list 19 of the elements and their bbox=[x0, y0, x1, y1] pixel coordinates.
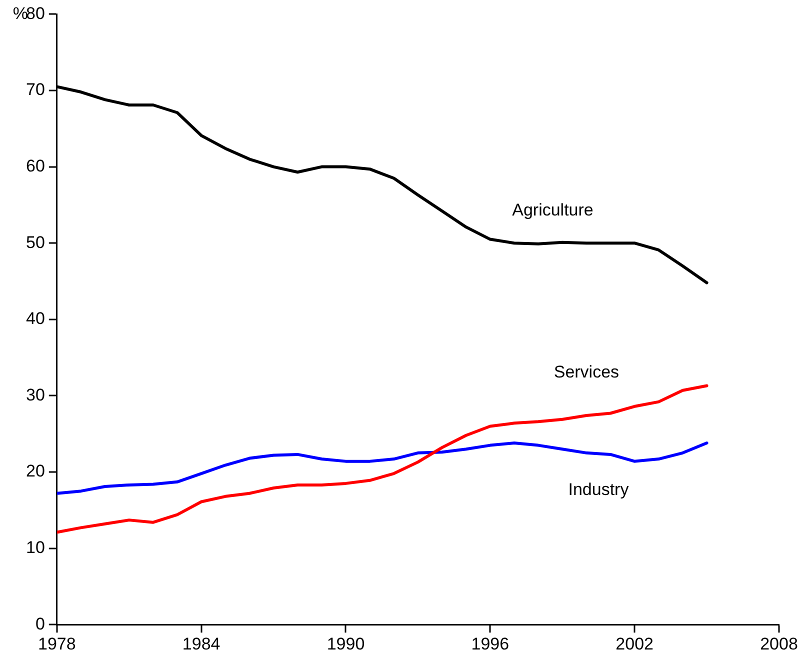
y-tick-label: 0 bbox=[35, 614, 45, 634]
x-tick-label: 2008 bbox=[760, 634, 798, 654]
x-tick-label: 1996 bbox=[471, 634, 510, 654]
y-tick-label: 80 bbox=[26, 4, 45, 23]
y-tick-label: 50 bbox=[26, 232, 45, 252]
y-tick-label: 60 bbox=[26, 156, 45, 176]
x-tick-label: 2002 bbox=[616, 634, 654, 654]
y-tick-label: 20 bbox=[26, 462, 45, 481]
series-label: Agriculture bbox=[512, 200, 594, 220]
x-tick-label: 1978 bbox=[38, 634, 76, 654]
y-axis-title: % bbox=[12, 4, 28, 23]
series-label: Industry bbox=[568, 480, 630, 499]
y-tick-label: 30 bbox=[26, 385, 45, 404]
y-tick-label: 70 bbox=[26, 80, 45, 100]
series-label: Services bbox=[554, 362, 620, 382]
x-tick-label: 1984 bbox=[182, 634, 220, 654]
y-tick-label: 40 bbox=[26, 309, 45, 328]
y-tick-label: 10 bbox=[26, 538, 45, 557]
x-tick-label: 1990 bbox=[326, 634, 365, 654]
